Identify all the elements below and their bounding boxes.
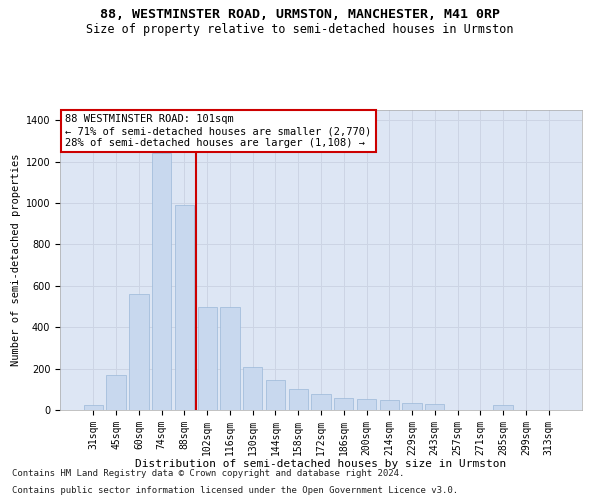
Bar: [175, 205, 194, 410]
Bar: [84, 405, 103, 410]
Bar: [357, 398, 376, 410]
Y-axis label: Number of semi-detached properties: Number of semi-detached properties: [11, 154, 22, 366]
Bar: [220, 306, 239, 410]
Text: 88, WESTMINSTER ROAD, URMSTON, MANCHESTER, M41 0RP: 88, WESTMINSTER ROAD, URMSTON, MANCHESTE…: [100, 8, 500, 20]
Text: Size of property relative to semi-detached houses in Urmston: Size of property relative to semi-detach…: [86, 22, 514, 36]
Text: Contains HM Land Registry data © Crown copyright and database right 2024.: Contains HM Land Registry data © Crown c…: [12, 468, 404, 477]
X-axis label: Distribution of semi-detached houses by size in Urmston: Distribution of semi-detached houses by …: [136, 459, 506, 469]
Bar: [266, 380, 285, 410]
Bar: [106, 375, 126, 410]
Bar: [311, 394, 331, 410]
Bar: [425, 404, 445, 410]
Bar: [403, 403, 422, 410]
Text: Contains public sector information licensed under the Open Government Licence v3: Contains public sector information licen…: [12, 486, 458, 495]
Bar: [493, 405, 513, 410]
Bar: [197, 306, 217, 410]
Bar: [243, 366, 262, 410]
Bar: [380, 400, 399, 410]
Bar: [334, 398, 353, 410]
Bar: [129, 294, 149, 410]
Bar: [289, 390, 308, 410]
Bar: [152, 154, 172, 410]
Text: 88 WESTMINSTER ROAD: 101sqm
← 71% of semi-detached houses are smaller (2,770)
28: 88 WESTMINSTER ROAD: 101sqm ← 71% of sem…: [65, 114, 371, 148]
